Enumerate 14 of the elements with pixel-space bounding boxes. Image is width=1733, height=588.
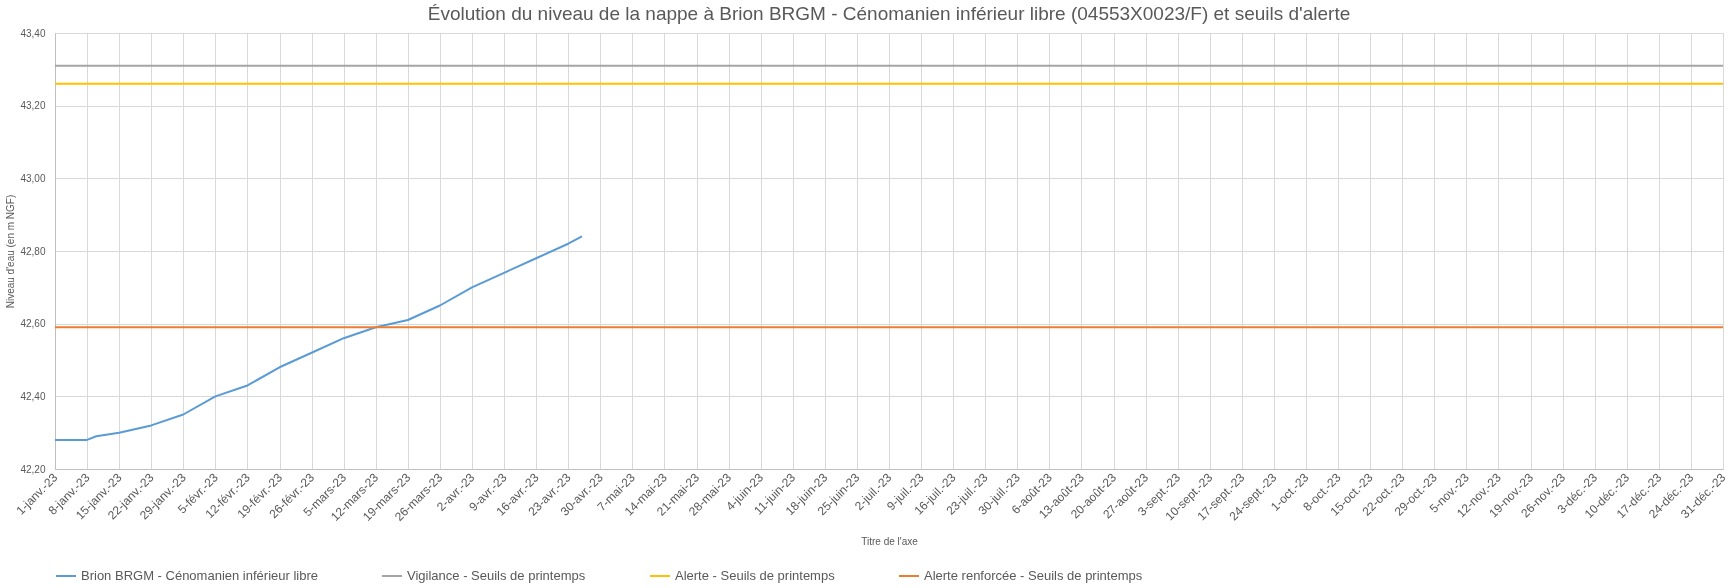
y-tick-label: 43,00 bbox=[20, 172, 46, 184]
y-tick-label: 42,20 bbox=[20, 463, 46, 475]
y-tick-label: 43,20 bbox=[20, 100, 46, 112]
x-axis-title: Titre de l'axe bbox=[861, 536, 919, 548]
legend-label: Alerte - Seuils de printemps bbox=[675, 568, 836, 583]
chart-title: Évolution du niveau de la nappe à Brion BRGM - Cénomanien inférieur libre (04553X0023/F) et seuils d'alerte bbox=[427, 3, 1351, 24]
legend-label: Brion BRGM - Cénomanien inférieur libre bbox=[81, 568, 318, 583]
y-axis-title: Niveau d'eau (en m NGF) bbox=[5, 194, 17, 309]
legend-label: Alerte renforcée - Seuils de printemps bbox=[924, 568, 1143, 583]
y-tick-label: 42,60 bbox=[20, 318, 46, 330]
y-tick-label: 42,80 bbox=[20, 245, 46, 257]
legend-label: Vigilance - Seuils de printemps bbox=[407, 568, 586, 583]
y-tick-label: 42,40 bbox=[20, 390, 46, 402]
y-tick-label: 43,40 bbox=[20, 27, 46, 39]
